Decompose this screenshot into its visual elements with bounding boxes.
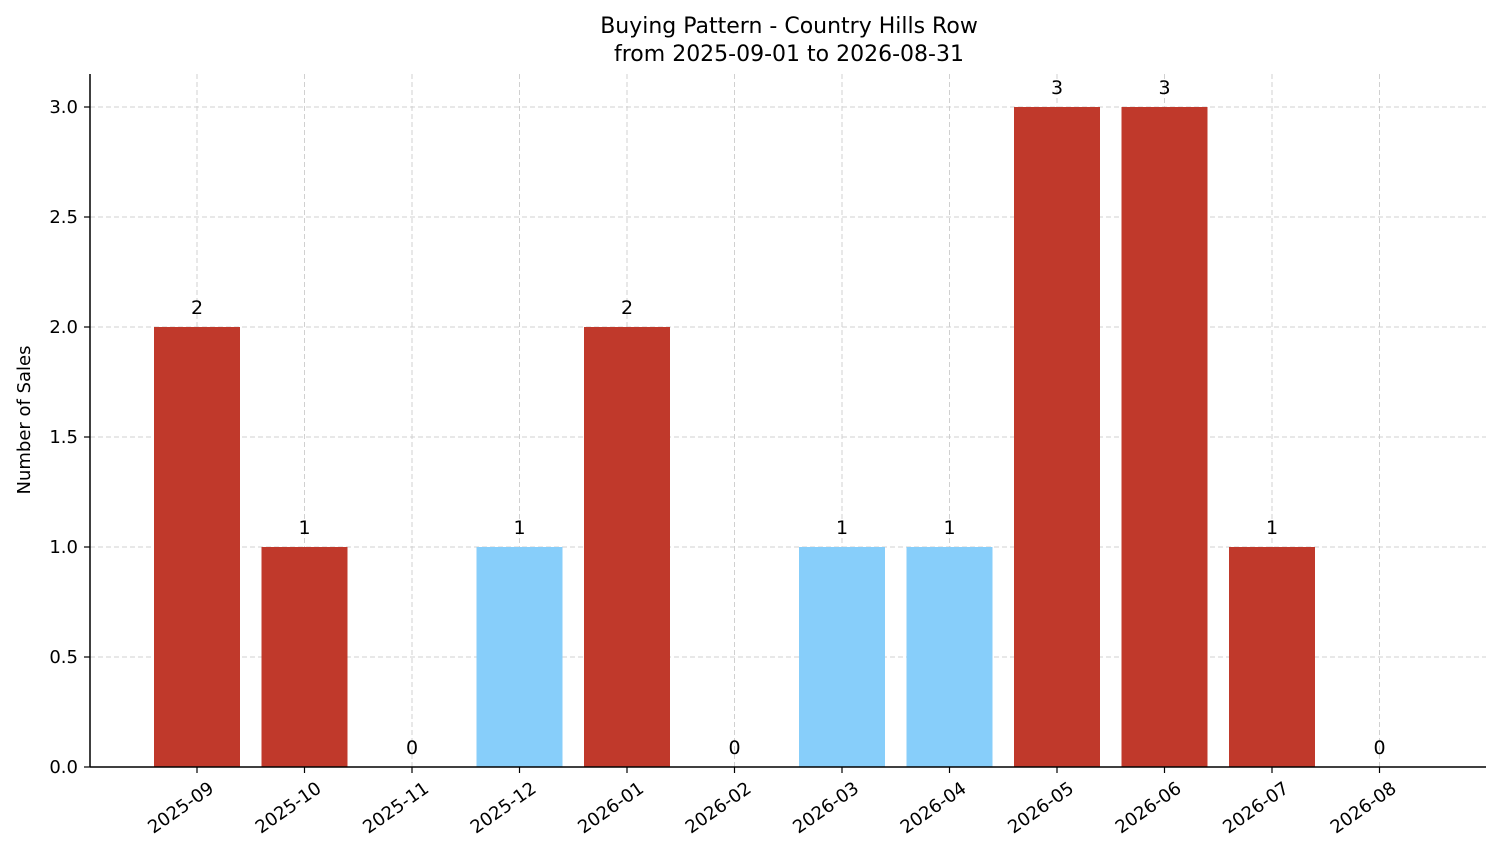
data-label-2025-12: 1: [513, 517, 525, 539]
bar-2026-01: [584, 327, 670, 767]
x-tick-label: 2025-09: [144, 778, 218, 838]
x-tick-label: 2025-12: [467, 778, 541, 838]
chart-title: Buying Pattern - Country Hills Row: [600, 14, 978, 39]
bar-2025-12: [476, 547, 563, 767]
x-tick-label: 2025-11: [359, 778, 433, 838]
bars: [154, 107, 1315, 767]
bar-2026-06: [1121, 107, 1208, 767]
data-label-2025-11: 0: [406, 737, 418, 759]
x-tick-label: 2026-08: [1327, 778, 1401, 838]
data-labels: 2 1 0 1 2 0 1 1 3 3 1 0: [191, 77, 1386, 759]
x-tick-label: 2026-03: [789, 778, 863, 838]
x-tick-label: 2025-10: [252, 778, 326, 838]
data-label-2026-08: 0: [1373, 737, 1385, 759]
y-tick-label: 3.0: [49, 97, 78, 118]
y-tick-label: 0.5: [49, 647, 78, 668]
y-tick-label: 2.5: [49, 207, 78, 228]
bar-2026-03: [799, 547, 885, 767]
data-label-2026-07: 1: [1266, 517, 1278, 539]
y-tick-label: 1.0: [49, 537, 78, 558]
y-axis-label: Number of Sales: [14, 345, 35, 494]
bar-2026-07: [1229, 547, 1315, 767]
x-tick-label: 2026-07: [1219, 778, 1293, 838]
x-tick-label: 2026-04: [897, 778, 971, 838]
data-label-2025-10: 1: [298, 517, 310, 539]
x-tick-label: 2026-06: [1112, 778, 1186, 838]
y-tick-label: 2.0: [49, 317, 78, 338]
axes: [84, 74, 1486, 773]
data-label-2026-03: 1: [836, 517, 848, 539]
x-tick-label: 2026-02: [682, 778, 756, 838]
y-tick-label: 0.0: [49, 757, 78, 778]
bar-2025-10: [261, 547, 348, 767]
x-tick-label: 2026-01: [574, 778, 648, 838]
bar-2026-05: [1014, 107, 1100, 767]
chart-subtitle: from 2025-09-01 to 2026-08-31: [614, 42, 964, 67]
bar-2025-09: [154, 327, 240, 767]
bar-2026-04: [906, 547, 993, 767]
data-label-2026-05: 3: [1051, 77, 1063, 99]
data-label-2026-06: 3: [1158, 77, 1170, 99]
data-label-2026-02: 0: [728, 737, 740, 759]
x-tick-label: 2026-05: [1004, 778, 1078, 838]
y-tick-label: 1.5: [49, 427, 78, 448]
data-label-2026-04: 1: [943, 517, 955, 539]
data-label-2026-01: 2: [621, 297, 633, 319]
data-label-2025-09: 2: [191, 297, 203, 319]
